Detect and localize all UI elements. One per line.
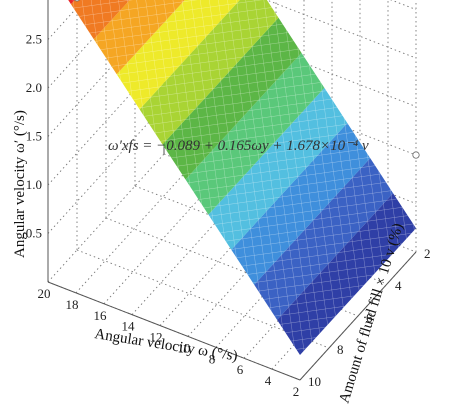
regression-equation: ω′xfs = −0.089 + 0.165ωy + 1.678×10⁻⁴ v [108,138,369,154]
x-tick-label: 6 [237,362,244,377]
grid-line [47,56,165,186]
grid-line [47,105,165,234]
z-tick-label: 0.5 [26,226,42,241]
x-tick-label: 10 [178,340,191,355]
grid-line [187,208,305,337]
surface-mesh [116,0,240,110]
y-tick-labels: 2 4 6 8 10 [308,246,431,389]
x-tick-labels: 2 4 6 8 10 12 14 16 18 20 [38,286,300,399]
x-tick-label: 8 [209,351,216,366]
z-axis-label: Angular velocity ω′ (°/s) [12,110,28,258]
surface-mesh [254,158,394,320]
y-tick-label: 2 [424,246,431,261]
data-point [74,0,80,2]
x-tick-label: 4 [265,373,272,388]
grid-line [159,197,277,326]
z-tick-label: 2.5 [26,32,42,47]
surface-mesh [162,17,302,180]
surface-mesh [185,52,325,215]
x-tick-label: 2 [293,384,300,399]
surface-mesh [277,193,416,355]
y-tick-label: 6 [366,310,373,325]
surface-mesh [208,87,348,250]
x-tick-label: 16 [94,308,108,323]
y-axis-line [299,251,417,381]
surface-mesh [68,0,75,5]
data-points [74,0,420,159]
z-tick-label: 2.0 [26,80,42,95]
x-axis-line [47,281,301,381]
surface-mesh [231,123,371,285]
y-tick-label: 10 [308,374,321,389]
z-tick-label: 1.5 [26,129,42,144]
grid-line [75,164,193,294]
grid-line [103,175,221,305]
surface-mesh [70,0,130,40]
z-tick-label: 1.0 [26,177,42,192]
x-tick-label: 14 [122,319,136,334]
z-tick-labels: 0.51.01.52.02.53.0 [26,32,42,241]
x-tick-label: 18 [66,297,79,312]
surface-mesh [93,0,185,75]
surface [68,0,416,355]
surface-mesh [139,0,279,145]
x-tick-label: 20 [38,286,51,301]
y-tick-label: 4 [395,278,402,293]
data-point [412,151,420,159]
x-tick-label: 12 [150,330,163,345]
grid-line [265,0,417,59]
y-tick-label: 8 [337,342,344,357]
x-axis-label: Angular velocity ω (°/s) [93,326,238,364]
